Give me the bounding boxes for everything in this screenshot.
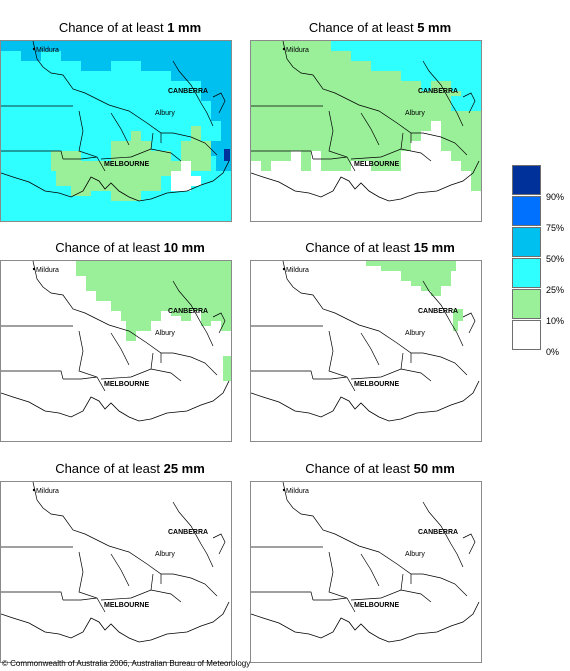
copyright-notice: © Commonwealth of Australia 2006, Austra… <box>2 659 251 668</box>
label-melbourne: MELBOURNE <box>354 381 399 388</box>
panel-title: Chance of at least 5 mm <box>308 20 452 35</box>
coastline <box>1 160 230 202</box>
label-melbourne: MELBOURNE <box>104 161 149 168</box>
legend-swatch-75 <box>512 196 541 226</box>
panel-title: Chance of at least 15 mm <box>305 240 455 255</box>
boundaries <box>251 482 476 613</box>
label-canberra: CANBERRA <box>418 308 458 315</box>
label-albury: Albury <box>155 330 175 337</box>
coastline <box>1 601 230 643</box>
map-15mm: Mildura CANBERRA Albury MELBOURNE <box>250 260 482 442</box>
label-mildura: Mildura <box>36 267 59 274</box>
label-albury: Albury <box>405 551 425 558</box>
legend-label-50: 50% <box>546 254 565 264</box>
fill-white-coast <box>171 161 201 191</box>
map-10mm: Mildura CANBERRA Albury MELBOURNE <box>0 260 232 442</box>
panel-title: Chance of at least 1 mm <box>58 20 202 35</box>
label-mildura: Mildura <box>286 267 309 274</box>
legend-swatch-50 <box>512 227 541 257</box>
boundaries <box>1 482 226 613</box>
mildura-dot <box>32 488 36 492</box>
legend-swatch-10 <box>512 289 541 319</box>
map-25mm: Mildura CANBERRA Albury MELBOURNE <box>0 481 232 663</box>
fill-25-coast <box>223 356 231 381</box>
label-mildura: Mildura <box>286 47 309 54</box>
fill-25-canberra <box>453 309 463 331</box>
coastline <box>251 380 480 422</box>
fill-75-north <box>1 41 231 151</box>
fill-50-canberra <box>451 96 466 111</box>
label-mildura: Mildura <box>36 488 59 495</box>
legend-label-10: 10% <box>546 316 565 326</box>
coastline <box>1 380 230 422</box>
fill-25 <box>366 261 456 296</box>
map-1mm: Mildura CANBERRA Albury MELBOURNE <box>0 40 232 222</box>
label-canberra: CANBERRA <box>168 308 208 315</box>
legend-swatch-0 <box>512 320 541 350</box>
legend-label-0: 0% <box>546 347 560 357</box>
label-albury: Albury <box>155 110 175 117</box>
map-5mm: Mildura CANBERRA Albury MELBOURNE <box>250 40 482 222</box>
label-albury: Albury <box>155 551 175 558</box>
label-mildura: Mildura <box>36 47 59 54</box>
legend-swatch-25 <box>512 258 541 288</box>
boundaries <box>1 261 226 392</box>
panel-title: Chance of at least 10 mm <box>55 240 205 255</box>
mildura-dot <box>32 267 36 271</box>
label-albury: Albury <box>405 330 425 337</box>
panel-title: Chance of at least 50 mm <box>305 461 455 476</box>
fill-dark-coast <box>224 149 230 161</box>
fill-25 <box>51 126 211 201</box>
mildura-dot <box>32 47 36 51</box>
coastline <box>251 160 480 202</box>
coastline <box>251 601 480 643</box>
boundaries <box>251 41 476 172</box>
map-50mm: Mildura CANBERRA Albury MELBOURNE <box>250 481 482 663</box>
legend-swatch-90 <box>512 165 541 195</box>
label-melbourne: MELBOURNE <box>104 602 149 609</box>
label-melbourne: MELBOURNE <box>354 161 399 168</box>
label-canberra: CANBERRA <box>418 529 458 536</box>
legend-label-25: 25% <box>546 285 565 295</box>
label-canberra: CANBERRA <box>168 529 208 536</box>
panel-title: Chance of at least 25 mm <box>55 461 205 476</box>
legend-label-90: 90% <box>546 192 565 202</box>
fill-25 <box>76 261 231 341</box>
label-albury: Albury <box>405 110 425 117</box>
mildura-dot <box>282 488 286 492</box>
label-canberra: CANBERRA <box>418 88 458 95</box>
fill-50 <box>331 41 481 111</box>
boundaries <box>1 41 226 172</box>
boundaries <box>251 261 476 392</box>
label-canberra: CANBERRA <box>168 88 208 95</box>
label-melbourne: MELBOURNE <box>104 381 149 388</box>
mildura-dot <box>282 267 286 271</box>
label-melbourne: MELBOURNE <box>354 602 399 609</box>
mildura-dot <box>282 47 286 51</box>
label-mildura: Mildura <box>286 488 309 495</box>
legend-label-75: 75% <box>546 223 565 233</box>
